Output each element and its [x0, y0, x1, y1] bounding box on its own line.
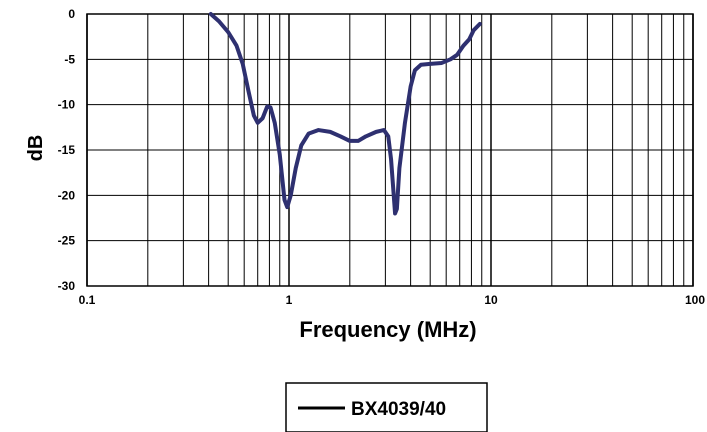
y-tick-label: -20: [58, 188, 76, 202]
x-tick-label: 10: [484, 293, 498, 307]
series-line-BX4039/40: [208, 12, 482, 216]
x-tick-label: 1: [286, 293, 293, 307]
x-axis-label: Frequency (MHz): [299, 317, 476, 342]
x-tick-label: 100: [685, 293, 705, 307]
x-tick-label: 0.1: [79, 293, 96, 307]
y-tick-label: -5: [64, 52, 75, 66]
plot-area-border: [86, 13, 694, 287]
y-tick-label: -25: [58, 234, 76, 248]
legend-label-BX4039/40: BX4039/40: [351, 399, 446, 420]
y-tick-label: -10: [58, 98, 76, 112]
y-tick-label: -15: [58, 143, 76, 157]
y-tick-label: 0: [68, 7, 75, 21]
y-tick-label: -30: [58, 279, 76, 293]
legend: BX4039/40: [285, 382, 488, 432]
series-layer: [208, 12, 482, 216]
x-tick-labels: 0.1 1 10 100: [79, 293, 706, 307]
y-tick-labels: 0 -5 -10 -15 -20 -25 -30: [58, 7, 76, 293]
y-axis-label: dB: [25, 135, 47, 162]
